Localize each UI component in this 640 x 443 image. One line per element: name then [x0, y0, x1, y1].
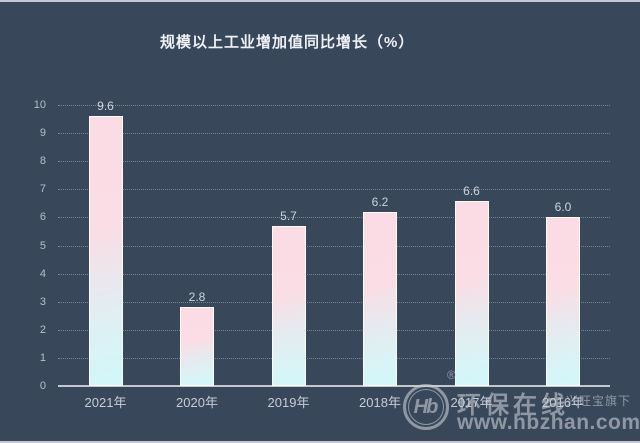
- x-axis-line: [58, 385, 610, 387]
- y-axis-tick-label: 3: [39, 295, 46, 308]
- x-axis-category-label: 2017年: [450, 395, 493, 410]
- y-axis-tick-label: 0: [39, 380, 46, 392]
- bar-value-label: 2.8: [188, 290, 206, 305]
- y-axis-tick-label: 10: [33, 99, 46, 111]
- bar-2021年: [88, 116, 123, 386]
- bar-value-label: 6.2: [371, 194, 389, 209]
- gridline-y9: [58, 133, 610, 135]
- bar-value-label: 5.7: [280, 208, 297, 223]
- y-axis-tick-label: 7: [39, 183, 46, 196]
- x-axis-category-label: 2020年: [176, 395, 218, 410]
- watermark-logo-inner-ring: Hb: [408, 389, 444, 425]
- y-axis-tick-label: 8: [39, 155, 46, 168]
- watermark: Hb ® 环保在线 兴旺宝旗下 www.hbzhan.com: [400, 362, 640, 440]
- watermark-brand-name: 环保在线: [457, 392, 569, 419]
- bar-value-label: 6.0: [554, 200, 572, 215]
- y-axis-tick-label: 1: [39, 351, 46, 364]
- watermark-site-url: www.hbzhan.com: [457, 411, 640, 434]
- bar-value-label: 6.6: [463, 183, 480, 198]
- bar-2019年: [271, 225, 306, 386]
- top-edge-strip: [0, 0, 640, 2]
- gridline-y6: [58, 217, 610, 219]
- y-axis-tick-label: 4: [39, 267, 46, 280]
- gridline-y10: [58, 105, 610, 106]
- bar-2016年: [546, 217, 580, 386]
- x-axis-category-label: 2021年: [84, 395, 127, 410]
- x-axis-category-label: 2016年: [542, 395, 584, 410]
- gridline-y1: [58, 357, 610, 359]
- bar-2017年: [454, 200, 489, 386]
- watermark-affiliation: 兴旺宝旗下: [566, 394, 632, 408]
- watermark-logo-monogram: Hb: [413, 395, 439, 418]
- y-axis-tick-label: 2: [39, 323, 46, 336]
- bar-2020年: [180, 307, 214, 386]
- watermark-logo-icon: Hb: [403, 384, 449, 430]
- gridline-y2: [58, 329, 610, 331]
- y-axis-tick-label: 5: [39, 239, 46, 252]
- gridline-y3: [58, 301, 610, 303]
- gridline-y8: [58, 161, 610, 163]
- gridline-y7: [58, 189, 610, 191]
- x-axis-category-label: 2018年: [359, 395, 401, 410]
- gridline-y5: [58, 245, 610, 247]
- bar-value-label: 9.6: [97, 99, 114, 114]
- registered-trademark-icon: ®: [447, 368, 456, 382]
- gridline-y4: [58, 273, 610, 275]
- chart-title: 规模以上工业增加值同比增长（%）: [160, 34, 415, 51]
- bar-2018年: [363, 211, 397, 386]
- y-axis-tick-label: 6: [39, 211, 46, 224]
- x-axis-category-label: 2019年: [267, 395, 310, 410]
- bottom-edge-strip: [0, 441, 640, 443]
- y-axis-tick-label: 9: [39, 127, 46, 140]
